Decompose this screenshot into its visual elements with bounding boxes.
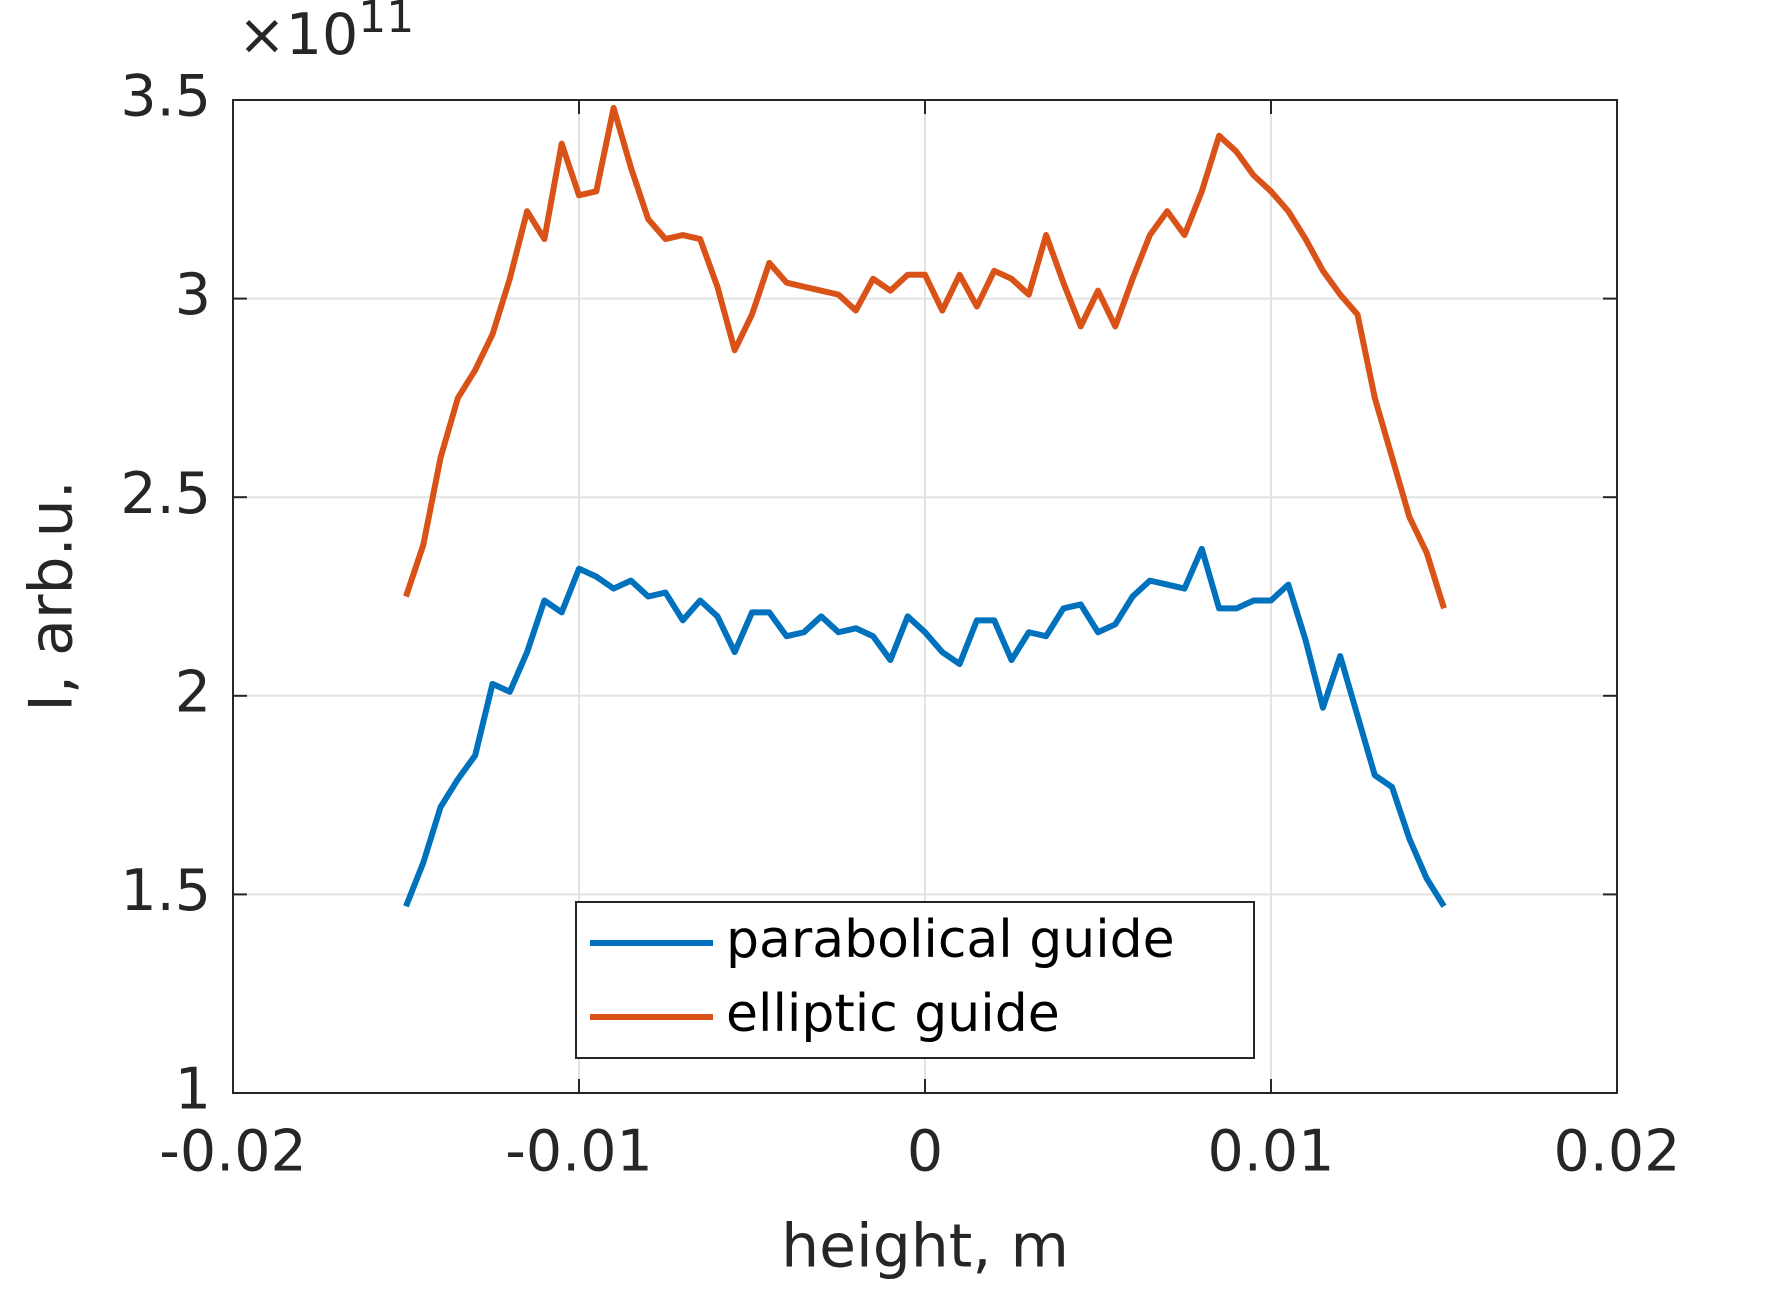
data-line (403, 545, 1447, 908)
x-axis-label: height, m (781, 1212, 1069, 1282)
legend-label: parabolical guide (726, 910, 1175, 970)
x-tick-label: 0.02 (1554, 1119, 1681, 1185)
x-tick-label: 0 (907, 1119, 943, 1185)
y-tick-label: 3 (175, 262, 211, 328)
legend-box (575, 901, 1255, 1059)
y-tick-label: 2.5 (120, 461, 211, 527)
y-axis-label: I, arb.u. (17, 480, 87, 712)
y-tick-label: 2 (175, 659, 211, 725)
legend-label: elliptic guide (726, 984, 1060, 1044)
x-tick-label: -0.02 (159, 1119, 306, 1185)
y-tick-label: 1 (175, 1057, 211, 1123)
y-tick-label: 1.5 (120, 858, 211, 924)
y-scale-base: ×10 (238, 2, 358, 68)
y-scale-exponent: 11 (358, 0, 414, 43)
y-scale-label: ×1011 (238, 0, 414, 68)
lines (403, 104, 1447, 908)
y-tick-label: 3.5 (120, 64, 211, 130)
x-tick-label: 0.01 (1208, 1119, 1335, 1185)
x-tick-label: -0.01 (505, 1119, 652, 1185)
legend: parabolical guide elliptic guide (575, 901, 1255, 1059)
data-line (403, 104, 1447, 610)
